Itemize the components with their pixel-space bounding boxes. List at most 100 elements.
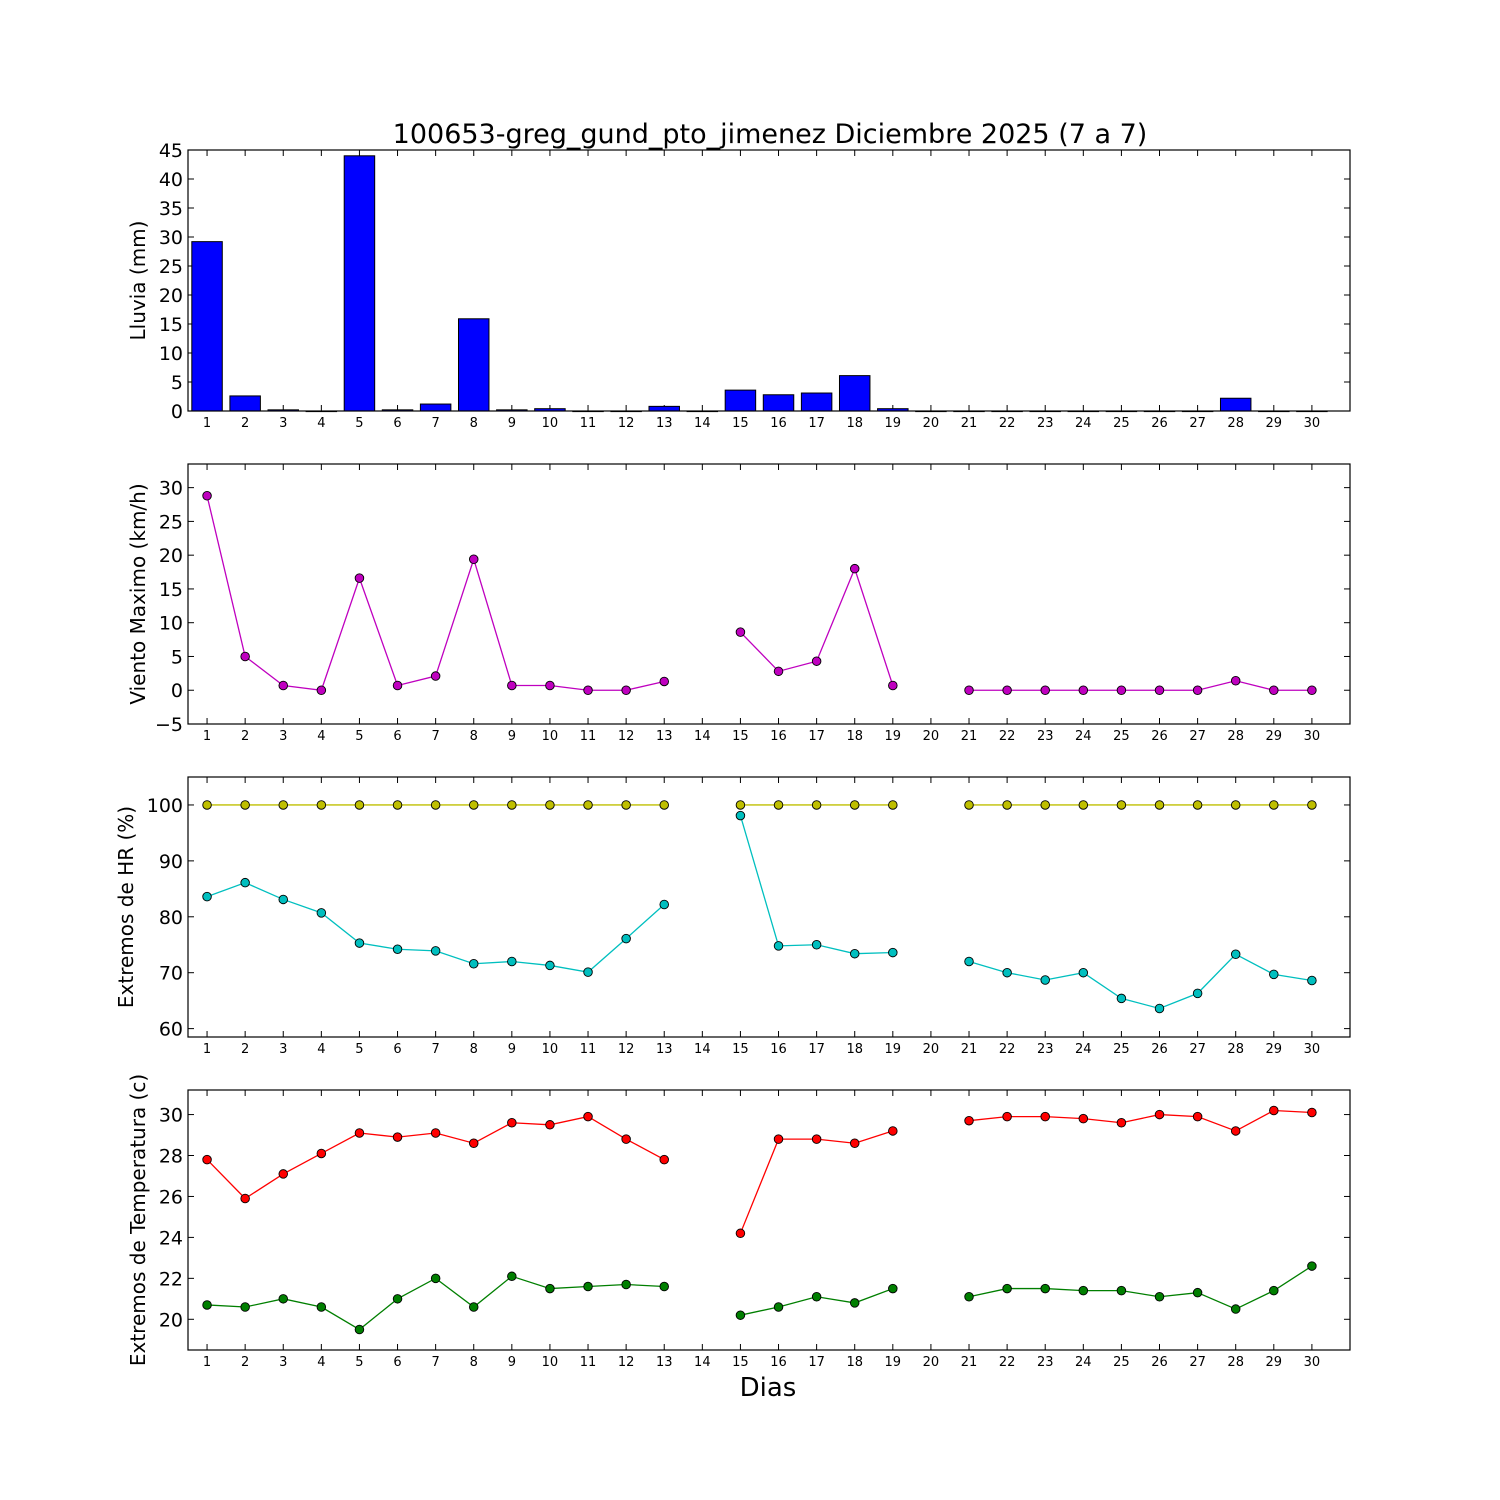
wind-xtick-label: 18 xyxy=(846,729,863,744)
wind-xtick-label: 11 xyxy=(580,729,597,744)
humidity-data-point xyxy=(354,938,365,948)
wind-y-axis-label: Viento Maximo (km/h) xyxy=(126,483,150,704)
rain-xtick-label: 23 xyxy=(1037,416,1054,431)
temperature-data-point xyxy=(849,1298,860,1308)
temperature-data-point xyxy=(1002,1111,1012,1122)
humidity-xtick-label: 12 xyxy=(618,1042,635,1057)
rain-bar xyxy=(800,392,833,412)
rain-bar xyxy=(838,375,871,412)
wind-xtick-label: 5 xyxy=(355,729,363,744)
temperature-xtick-label: 16 xyxy=(770,1355,787,1370)
x-axis-label: Dias xyxy=(740,1373,797,1403)
wind-plot-frame xyxy=(187,463,1351,725)
temperature-data-point xyxy=(621,1279,631,1290)
humidity-xtick-label: 5 xyxy=(355,1042,363,1057)
wind-xtick-label: 28 xyxy=(1227,729,1244,744)
humidity-xtick-label: 20 xyxy=(923,1042,940,1057)
humidity-xtick-label: 9 xyxy=(508,1042,516,1057)
rain-plot-frame xyxy=(187,149,1351,412)
humidity-xtick-label: 22 xyxy=(999,1042,1016,1057)
rain-ytick-label: 15 xyxy=(159,314,183,336)
wind-xtick-label: 30 xyxy=(1304,729,1321,744)
temperature-series-line xyxy=(207,1275,665,1331)
temperature-data-point xyxy=(1116,1285,1127,1296)
wind-data-point xyxy=(659,676,669,687)
wind-xtick-label: 6 xyxy=(393,729,401,744)
figure-title: 100653-greg_gund_pto_jimenez Diciembre 2… xyxy=(393,119,1148,150)
wind-xtick-label: 24 xyxy=(1075,729,1092,744)
humidity-data-point xyxy=(545,800,555,810)
humidity-data-point xyxy=(1040,800,1050,810)
rain-xtick-label: 15 xyxy=(732,416,749,431)
temperature-xtick-label: 19 xyxy=(885,1355,902,1370)
wind-xtick-label: 16 xyxy=(770,729,787,744)
temperature-data-point xyxy=(773,1134,784,1144)
humidity-data-point xyxy=(202,891,212,902)
humidity-data-point xyxy=(278,894,288,905)
temperature-data-point xyxy=(1154,1292,1165,1302)
wind-series-line xyxy=(206,495,665,691)
temperature-data-point xyxy=(621,1134,631,1144)
temperature-xtick-label: 8 xyxy=(470,1355,478,1370)
temperature-data-point xyxy=(1040,1283,1050,1294)
temperature-data-point xyxy=(811,1292,822,1302)
humidity-data-point xyxy=(1078,967,1089,978)
temperature-plot-frame xyxy=(187,1089,1351,1351)
wind-data-point xyxy=(545,680,555,691)
humidity-xtick-label: 21 xyxy=(961,1042,978,1057)
wind-xtick-label: 8 xyxy=(470,729,478,744)
temperature-data-point xyxy=(202,1154,212,1165)
humidity-data-point xyxy=(849,948,860,959)
temperature-data-point xyxy=(316,1148,327,1159)
temperature-xtick-label: 28 xyxy=(1227,1355,1244,1370)
rain-xtick-label: 18 xyxy=(846,416,863,431)
rain-xtick-label: 3 xyxy=(279,416,287,431)
temperature-data-point xyxy=(468,1138,479,1148)
wind-data-point xyxy=(583,685,593,695)
humidity-xtick-label: 17 xyxy=(808,1042,825,1057)
humidity-data-point xyxy=(1230,949,1241,959)
wind-data-point xyxy=(1230,676,1241,686)
humidity-xtick-label: 7 xyxy=(431,1042,439,1057)
humidity-data-point xyxy=(354,800,365,810)
rain-xtick-label: 20 xyxy=(923,416,940,431)
humidity-xtick-label: 3 xyxy=(279,1042,287,1057)
wind-ytick-label: 25 xyxy=(159,511,183,533)
wind-data-point xyxy=(735,627,746,637)
rain-bar xyxy=(724,389,757,412)
wind-xtick-label: 20 xyxy=(923,729,940,744)
temperature-xtick-label: 4 xyxy=(317,1355,325,1370)
wind-data-point xyxy=(1307,685,1317,695)
temperature-ytick-label: 28 xyxy=(159,1146,183,1168)
wind-xtick-label: 4 xyxy=(317,729,325,744)
wind-data-point xyxy=(888,680,898,691)
wind-data-point xyxy=(811,656,822,666)
temperature-data-point xyxy=(1269,1285,1279,1296)
temperature-ytick-label: 26 xyxy=(159,1186,183,1208)
temperature-data-point xyxy=(1154,1109,1165,1120)
temperature-xtick-label: 27 xyxy=(1189,1355,1206,1370)
rain-xtick-label: 24 xyxy=(1075,416,1092,431)
rain-bar xyxy=(229,395,261,412)
rain-xtick-label: 26 xyxy=(1151,416,1168,431)
wind-ytick-label: −5 xyxy=(155,714,183,736)
humidity-xtick-label: 1 xyxy=(203,1042,211,1057)
wind-xtick-label: 22 xyxy=(999,729,1016,744)
rain-xtick-label: 2 xyxy=(241,416,249,431)
temperature-data-point xyxy=(545,1120,555,1130)
humidity-data-point xyxy=(735,810,746,821)
rain-ytick-label: 35 xyxy=(159,198,183,220)
wind-xtick-label: 26 xyxy=(1151,729,1168,744)
rain-xtick-label: 19 xyxy=(885,416,902,431)
temperature-data-point xyxy=(507,1271,517,1282)
humidity-data-point xyxy=(621,800,631,810)
temperature-xtick-label: 20 xyxy=(923,1355,940,1370)
rain-bar xyxy=(1219,397,1252,412)
temperature-xtick-label: 3 xyxy=(279,1355,287,1370)
wind-data-point xyxy=(278,680,288,691)
humidity-data-point xyxy=(964,800,974,810)
humidity-y-axis-label: Extremos de HR (%) xyxy=(114,806,138,1008)
wind-xtick-label: 9 xyxy=(508,729,516,744)
